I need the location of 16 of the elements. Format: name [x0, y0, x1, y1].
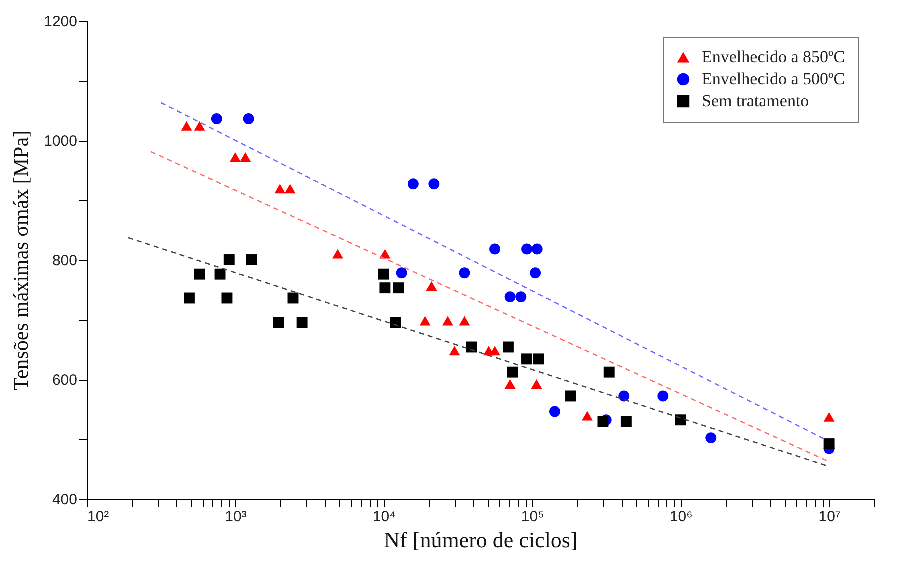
x-tick-label: 10⁶	[670, 508, 693, 526]
legend-label: Sem tratamento	[702, 92, 810, 110]
y-tick-label: 1200	[44, 14, 78, 30]
legend-label: Envelhecido a 500ºC	[702, 70, 846, 88]
y-tick-label: 800	[52, 252, 78, 270]
y-tick-label: 600	[52, 372, 78, 389]
y-tick-label: 400	[52, 492, 78, 508]
x-axis-title: Nf [número de ciclos]	[384, 528, 578, 552]
x-tick-label: 10⁵	[521, 508, 544, 526]
y-axis-title: Tensões máximas σmáx [MPa]	[9, 130, 34, 391]
y-tick-label: 1000	[44, 133, 78, 150]
x-tick-label: 10⁴	[372, 508, 396, 526]
x-tick-label: 10⁷	[818, 508, 841, 526]
x-tick-label: 10²	[88, 508, 110, 526]
x-tick-label: 10³	[225, 508, 247, 526]
legend-label: Envelhecido a 850ºC	[702, 48, 846, 66]
